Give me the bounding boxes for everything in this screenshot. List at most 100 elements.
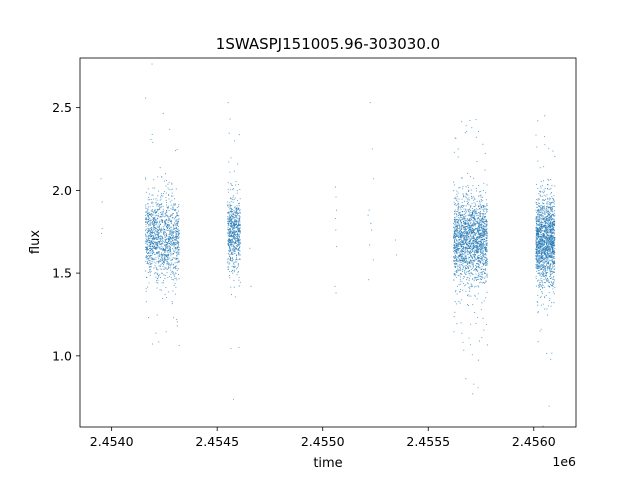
data-point [235, 209, 237, 211]
data-point [539, 249, 541, 251]
data-point [454, 270, 456, 272]
data-point [147, 246, 149, 248]
data-point [470, 260, 472, 263]
data-point [467, 260, 469, 263]
data-point [229, 189, 232, 191]
data-point [236, 236, 238, 238]
data-point [150, 224, 152, 226]
data-point [455, 229, 457, 231]
data-point [230, 230, 232, 232]
data-point [455, 258, 457, 260]
data-point [228, 244, 230, 246]
data-point [539, 234, 541, 236]
data-point [153, 247, 155, 249]
data-point [463, 235, 465, 237]
data-point [549, 247, 551, 249]
data-point [151, 221, 153, 224]
data-point [232, 208, 234, 210]
data-point [482, 277, 484, 279]
data-point [471, 259, 473, 261]
data-point [549, 249, 551, 251]
data-point [238, 252, 240, 254]
data-point [485, 230, 487, 232]
data-point [227, 235, 229, 237]
data-point [457, 201, 459, 203]
data-point [157, 190, 160, 192]
data-point [539, 268, 541, 270]
data-point [178, 260, 180, 262]
data-point [484, 219, 486, 221]
data-point [469, 344, 472, 346]
data-point [467, 236, 469, 238]
data-point [551, 302, 553, 304]
data-point [164, 234, 166, 236]
data-point [543, 269, 545, 271]
data-point [544, 261, 546, 263]
data-point [536, 241, 539, 243]
data-point [467, 263, 469, 265]
data-point [478, 229, 480, 232]
data-point [173, 273, 175, 275]
data-point [170, 189, 172, 191]
data-point [486, 263, 488, 265]
data-point [454, 267, 456, 269]
data-point [151, 194, 153, 196]
data-point [149, 247, 152, 249]
data-point [477, 255, 479, 257]
data-point [466, 304, 469, 306]
data-point [171, 199, 173, 201]
data-point [469, 210, 472, 212]
data-point [550, 358, 552, 360]
data-point [454, 247, 456, 249]
data-point [170, 271, 172, 273]
data-point [235, 254, 238, 256]
data-point [480, 198, 482, 201]
data-point [549, 252, 551, 254]
data-point [230, 233, 232, 235]
data-point [486, 208, 488, 210]
data-point [456, 234, 459, 236]
data-point [166, 250, 168, 252]
data-point [542, 281, 544, 283]
data-point [236, 274, 238, 276]
data-point [544, 115, 546, 117]
data-point [158, 276, 160, 278]
data-point [158, 254, 160, 256]
data-point [544, 308, 546, 310]
data-point [541, 268, 543, 271]
data-point [455, 198, 457, 200]
data-point [471, 207, 473, 209]
data-point [467, 249, 469, 251]
data-point [464, 232, 466, 234]
data-point [486, 204, 488, 207]
data-point [235, 259, 237, 261]
data-point [171, 238, 173, 240]
data-point [464, 265, 466, 267]
data-point [147, 253, 149, 255]
data-point [173, 228, 175, 230]
data-point [157, 231, 159, 233]
data-point [482, 257, 484, 259]
data-point [473, 218, 475, 220]
data-point [237, 208, 239, 211]
data-point [235, 258, 237, 260]
data-point [458, 258, 460, 260]
data-point [462, 341, 464, 343]
data-point [477, 214, 479, 216]
data-point [237, 226, 239, 228]
data-point [462, 248, 464, 251]
data-point [460, 299, 462, 301]
data-point [468, 199, 470, 201]
data-point [542, 225, 544, 227]
data-point [465, 273, 467, 275]
data-point [469, 225, 471, 227]
data-point [156, 267, 158, 269]
data-point [459, 223, 461, 225]
data-point [472, 278, 474, 280]
data-point [230, 157, 232, 159]
data-point [239, 211, 241, 213]
data-point [456, 235, 458, 237]
data-point [538, 255, 540, 258]
data-point [477, 243, 479, 245]
data-point [173, 244, 175, 246]
